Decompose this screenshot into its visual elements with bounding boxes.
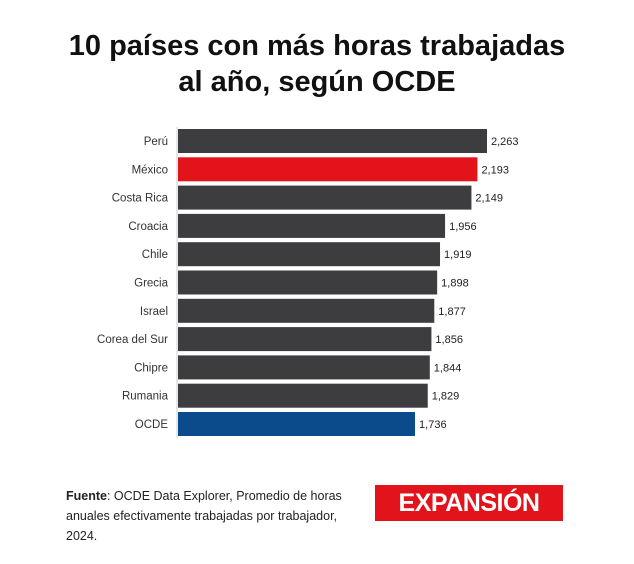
category-label-mexico: México bbox=[132, 164, 168, 176]
value-label-chile: 1,919 bbox=[444, 249, 472, 261]
category-label-chile: Chile bbox=[142, 249, 168, 261]
bar-chile bbox=[178, 242, 441, 267]
chart-title-line-2: al año, según OCDE bbox=[178, 66, 456, 98]
value-label-corea-del-sur: 1,856 bbox=[435, 334, 463, 346]
value-label-israel: 1,877 bbox=[438, 306, 466, 318]
category-label-costa-rica: Costa Rica bbox=[112, 193, 169, 205]
bar-croacia bbox=[178, 213, 446, 238]
category-label-rumania: Rumania bbox=[122, 391, 169, 403]
category-label-israel: Israel bbox=[140, 306, 168, 318]
logo-text: EXPANSIÓN bbox=[398, 489, 540, 517]
value-label-croacia: 1,956 bbox=[449, 221, 477, 233]
bar-costa-rica bbox=[178, 185, 472, 210]
source-note: Fuente: OCDE Data Explorer, Promedio de … bbox=[66, 486, 366, 546]
source-label: Fuente bbox=[66, 489, 107, 503]
source-text: : OCDE Data Explorer, Promedio de horas … bbox=[66, 489, 342, 543]
value-label-chipre: 1,844 bbox=[434, 362, 462, 374]
chart-title: 10 países con más horas trabajadas al añ… bbox=[0, 28, 634, 100]
bar-ocde bbox=[178, 412, 416, 436]
bar-rumania bbox=[178, 383, 428, 408]
value-label-grecia: 1,898 bbox=[441, 278, 469, 290]
bar-chipre bbox=[178, 355, 430, 380]
value-label-peru: 2,263 bbox=[491, 136, 519, 148]
bar-chart: Perú 2,263 México 2,193 Costa Rica 2,149 Croac… bbox=[97, 127, 519, 439]
category-label-peru: Perú bbox=[144, 136, 168, 148]
bar-peru bbox=[178, 129, 487, 153]
bar-grecia bbox=[178, 270, 438, 295]
bar-mexico bbox=[178, 157, 478, 182]
bar-corea-del-sur bbox=[178, 327, 432, 352]
category-label-chipre: Chipre bbox=[134, 362, 168, 374]
value-label-rumania: 1,829 bbox=[432, 391, 460, 403]
value-label-mexico: 2,193 bbox=[481, 164, 509, 176]
expansion-logo: EXPANSIÓN bbox=[375, 485, 563, 521]
category-label-ocde: OCDE bbox=[135, 419, 169, 431]
value-label-costa-rica: 2,149 bbox=[475, 193, 503, 205]
bar-israel bbox=[178, 298, 435, 323]
chart-title-line-1: 10 países con más horas trabajadas bbox=[68, 30, 566, 62]
category-label-corea-del-sur: Corea del Sur bbox=[97, 334, 168, 346]
category-label-grecia: Grecia bbox=[134, 278, 168, 290]
value-label-ocde: 1,736 bbox=[419, 419, 447, 431]
category-label-croacia: Croacia bbox=[128, 221, 168, 233]
